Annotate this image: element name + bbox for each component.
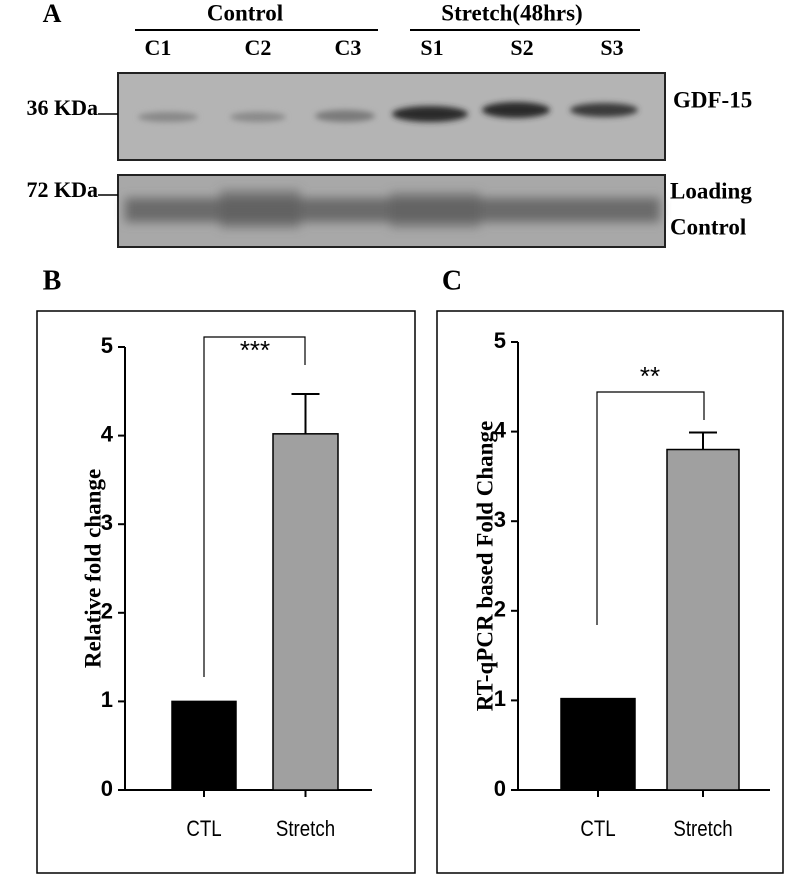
bar-chart: B 0 1 2 3 4 5 CTL Stretch *** Relative fold change [36,265,416,874]
lane-label: C1 [145,35,172,60]
y-tick-label: 0 [494,776,506,801]
y-tick-label: 1 [494,686,506,711]
lane-label: S1 [420,35,443,60]
significance-bracket [596,391,705,625]
target-label: GDF-15 [673,87,752,112]
bar [666,448,740,791]
panel-label: C [442,265,462,296]
error-bar [689,431,717,450]
y-tick-label: 4 [101,421,114,446]
y-tick-label: 4 [494,417,507,442]
y-tick-label: 2 [494,597,506,622]
western-blot: A Control Stretch(48hrs) C1 C2 C3 S1 S2 … [27,0,752,248]
chart-frame [36,310,416,874]
y-axis-label: Relative fold change [80,469,105,668]
lane-label: S3 [600,35,623,60]
y-tick-label: 2 [101,599,113,624]
marker-label: 72 KDa [27,177,99,202]
group-label: Control [207,0,283,25]
bar [560,697,636,791]
x-tick-label: Stretch [276,817,335,841]
marker-label: 36 KDa [27,95,99,120]
y-tick-label: 3 [101,510,113,535]
blot-membrane [117,72,666,161]
y-tick-label: 3 [494,507,506,532]
bar [272,433,339,791]
x-tick-label: Stretch [673,817,732,841]
significance-bracket [203,336,306,677]
panel-label: A [43,0,62,28]
loading-bands [125,190,660,228]
bar [171,700,237,791]
panel-label: B [43,265,62,296]
y-tick-label: 0 [101,776,113,801]
bar-chart: C 0 1 2 3 4 5 CTL Stretch ** RT-qPCR based Fold Ch… [436,265,784,874]
y-tick-label: 1 [101,687,113,712]
y-tick-label: 5 [101,333,113,358]
chart-frame [436,310,784,874]
x-tick-label: CTL [186,817,221,841]
y-axis-label: RT-qPCR based Fold Change [472,421,497,711]
y-tick-label: 5 [494,328,506,353]
target-label: Loading [670,178,752,203]
error-bar [291,392,320,434]
significance-label: ** [640,361,660,391]
group-label: Stretch(48hrs) [441,0,582,25]
x-tick-label: CTL [580,817,615,841]
lane-label: S2 [510,35,533,60]
lane-label: C3 [335,35,362,60]
significance-label: *** [240,335,270,365]
target-label: Control [670,214,746,239]
lane-label: C2 [245,35,272,60]
bands [138,102,638,122]
